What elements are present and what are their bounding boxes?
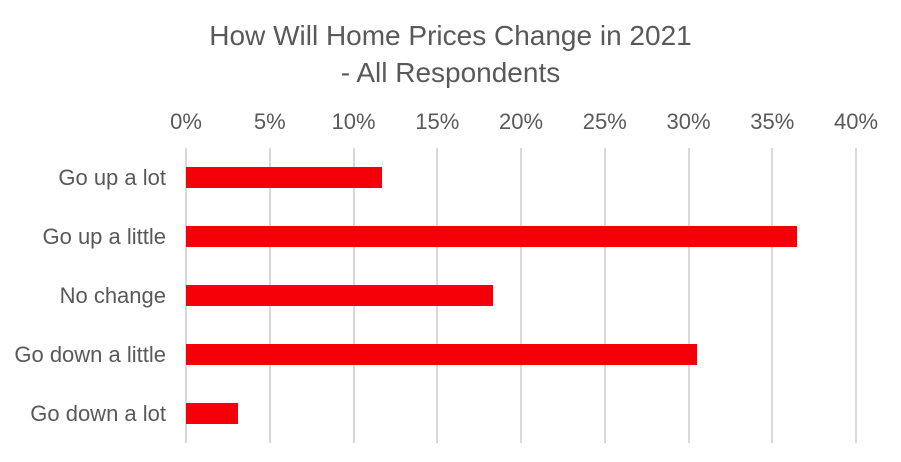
x-tick-label: 20% (498, 109, 544, 134)
category-label: Go down a little (14, 342, 166, 367)
gridline (687, 148, 690, 443)
x-tick-label: 5% (253, 109, 286, 134)
gridline (520, 148, 522, 443)
bar-go-up-a-lot (186, 167, 382, 188)
chart-title-line1: How Will Home Prices Change in 2021 (209, 20, 692, 51)
category-label: Go up a lot (58, 165, 166, 190)
gridline (771, 148, 774, 443)
x-tick-label: 0% (170, 109, 202, 134)
gridline (603, 148, 606, 443)
category-label: Go down a lot (30, 401, 166, 426)
x-tick-label: 25% (582, 109, 627, 134)
category-label: Go up a little (42, 224, 166, 249)
chart-title: How Will Home Prices Change in 2021 - Al… (0, 17, 901, 91)
x-tick-label: 35% (750, 109, 795, 134)
x-tick-label: 15% (415, 109, 460, 134)
plot-area (185, 148, 857, 443)
bar-go-down-a-lot (186, 403, 238, 424)
bar-go-down-a-little (186, 344, 697, 365)
y-axis-labels: Go up a lot Go up a little No change Go dow… (0, 148, 166, 443)
x-tick-label: 30% (666, 109, 711, 134)
category-label: No change (59, 283, 166, 308)
gridline (855, 148, 857, 443)
x-tick-label: 10% (331, 109, 376, 134)
bar-no-change (186, 285, 493, 306)
x-tick-label: 40% (833, 109, 879, 134)
chart-title-line2: - All Respondents (340, 57, 561, 88)
bar-go-up-a-little (186, 226, 798, 247)
